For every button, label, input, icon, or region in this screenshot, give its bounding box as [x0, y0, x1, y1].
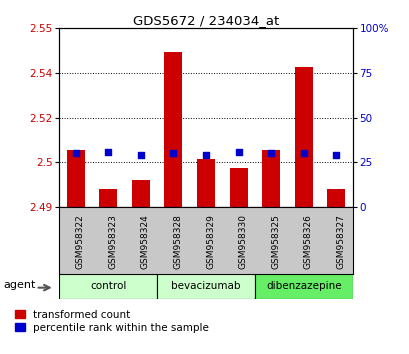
Text: GSM958325: GSM958325	[270, 214, 279, 269]
Text: control: control	[90, 281, 126, 291]
Text: GSM958330: GSM958330	[238, 214, 247, 269]
Bar	[262, 150, 279, 207]
Text: GSM958323: GSM958323	[108, 214, 117, 269]
Bar	[157, 274, 254, 299]
Bar	[99, 189, 117, 207]
Point	[137, 153, 144, 158]
Bar	[67, 150, 85, 207]
Point	[170, 150, 176, 156]
Text: GSM958324: GSM958324	[141, 214, 150, 269]
Text: GSM958327: GSM958327	[335, 214, 344, 269]
Text: GSM958328: GSM958328	[173, 214, 182, 269]
Point	[202, 153, 209, 158]
Text: dibenzazepine: dibenzazepine	[265, 281, 341, 291]
Legend: transformed count, percentile rank within the sample: transformed count, percentile rank withi…	[13, 308, 211, 335]
Bar	[254, 274, 352, 299]
Bar	[294, 67, 312, 207]
Point	[267, 150, 274, 156]
Text: GSM958329: GSM958329	[206, 214, 214, 269]
Bar	[132, 180, 149, 207]
Bar	[197, 159, 214, 207]
Bar	[326, 189, 344, 207]
Bar	[229, 169, 247, 207]
Point	[235, 149, 241, 154]
Text: GSM958322: GSM958322	[76, 214, 85, 269]
Text: agent: agent	[3, 280, 35, 290]
Text: bevacizumab: bevacizumab	[171, 281, 240, 291]
Point	[105, 149, 111, 154]
Point	[300, 150, 306, 156]
Bar	[59, 274, 157, 299]
Point	[72, 150, 79, 156]
Text: GSM958326: GSM958326	[303, 214, 312, 269]
Bar	[164, 52, 182, 207]
Point	[332, 153, 339, 158]
Title: GDS5672 / 234034_at: GDS5672 / 234034_at	[133, 14, 279, 27]
